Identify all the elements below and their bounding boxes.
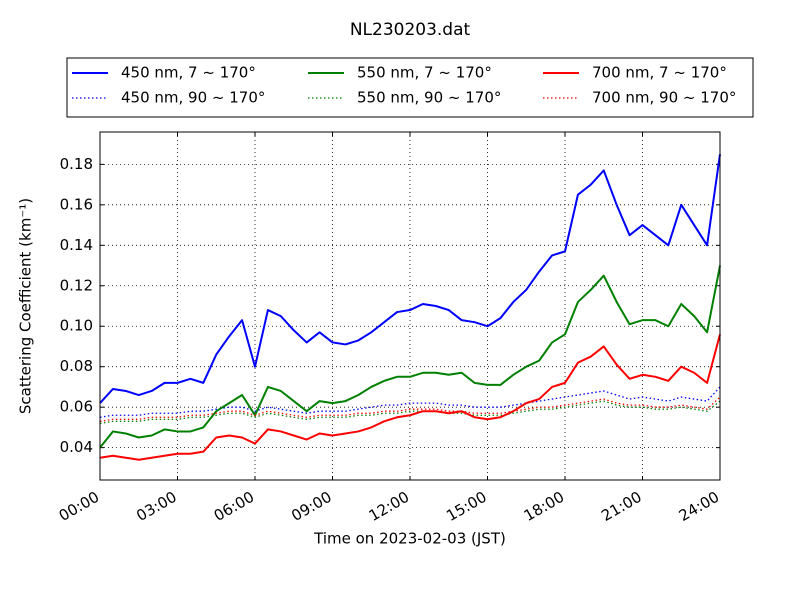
axes-frame — [99, 131, 721, 481]
data-line — [99, 154, 721, 404]
plot-area — [99, 132, 721, 480]
y-axis-label: Scattering Coefficient (km⁻¹) — [17, 198, 35, 414]
x-axis-label: Time on 2023-02-03 (JST) — [313, 530, 506, 548]
legend: 450 nm, 7 ~ 170° 450 nm, 90 ~ 170° 550 nm,… — [72, 64, 736, 107]
data-line — [99, 265, 721, 449]
y-tick-label: 0.12 — [60, 276, 93, 294]
y-tick-label: 0.04 — [60, 438, 93, 456]
y-tick-label: 0.08 — [60, 357, 93, 375]
y-tick-label: 0.18 — [60, 155, 93, 173]
data-line — [99, 396, 721, 422]
legend-box — [66, 57, 754, 118]
legend-label: 550 nm, 7 ~ 170° — [357, 64, 492, 82]
data-line — [99, 400, 721, 424]
y-tick-label: 0.16 — [60, 195, 93, 213]
y-tick-label: 0.14 — [60, 236, 93, 254]
y-tick-label: 0.06 — [60, 398, 93, 416]
legend-label: 450 nm, 90 ~ 170° — [121, 89, 265, 107]
legend-label: 450 nm, 7 ~ 170° — [121, 64, 256, 82]
y-tick-label: 0.10 — [60, 317, 93, 335]
legend-label: 700 nm, 90 ~ 170° — [592, 89, 736, 107]
legend-label: 550 nm, 90 ~ 170° — [357, 89, 501, 107]
data-line — [99, 334, 721, 461]
data-line — [99, 386, 721, 418]
chart-title: NL230203.dat — [350, 20, 471, 40]
legend-label: 700 nm, 7 ~ 170° — [592, 64, 727, 82]
